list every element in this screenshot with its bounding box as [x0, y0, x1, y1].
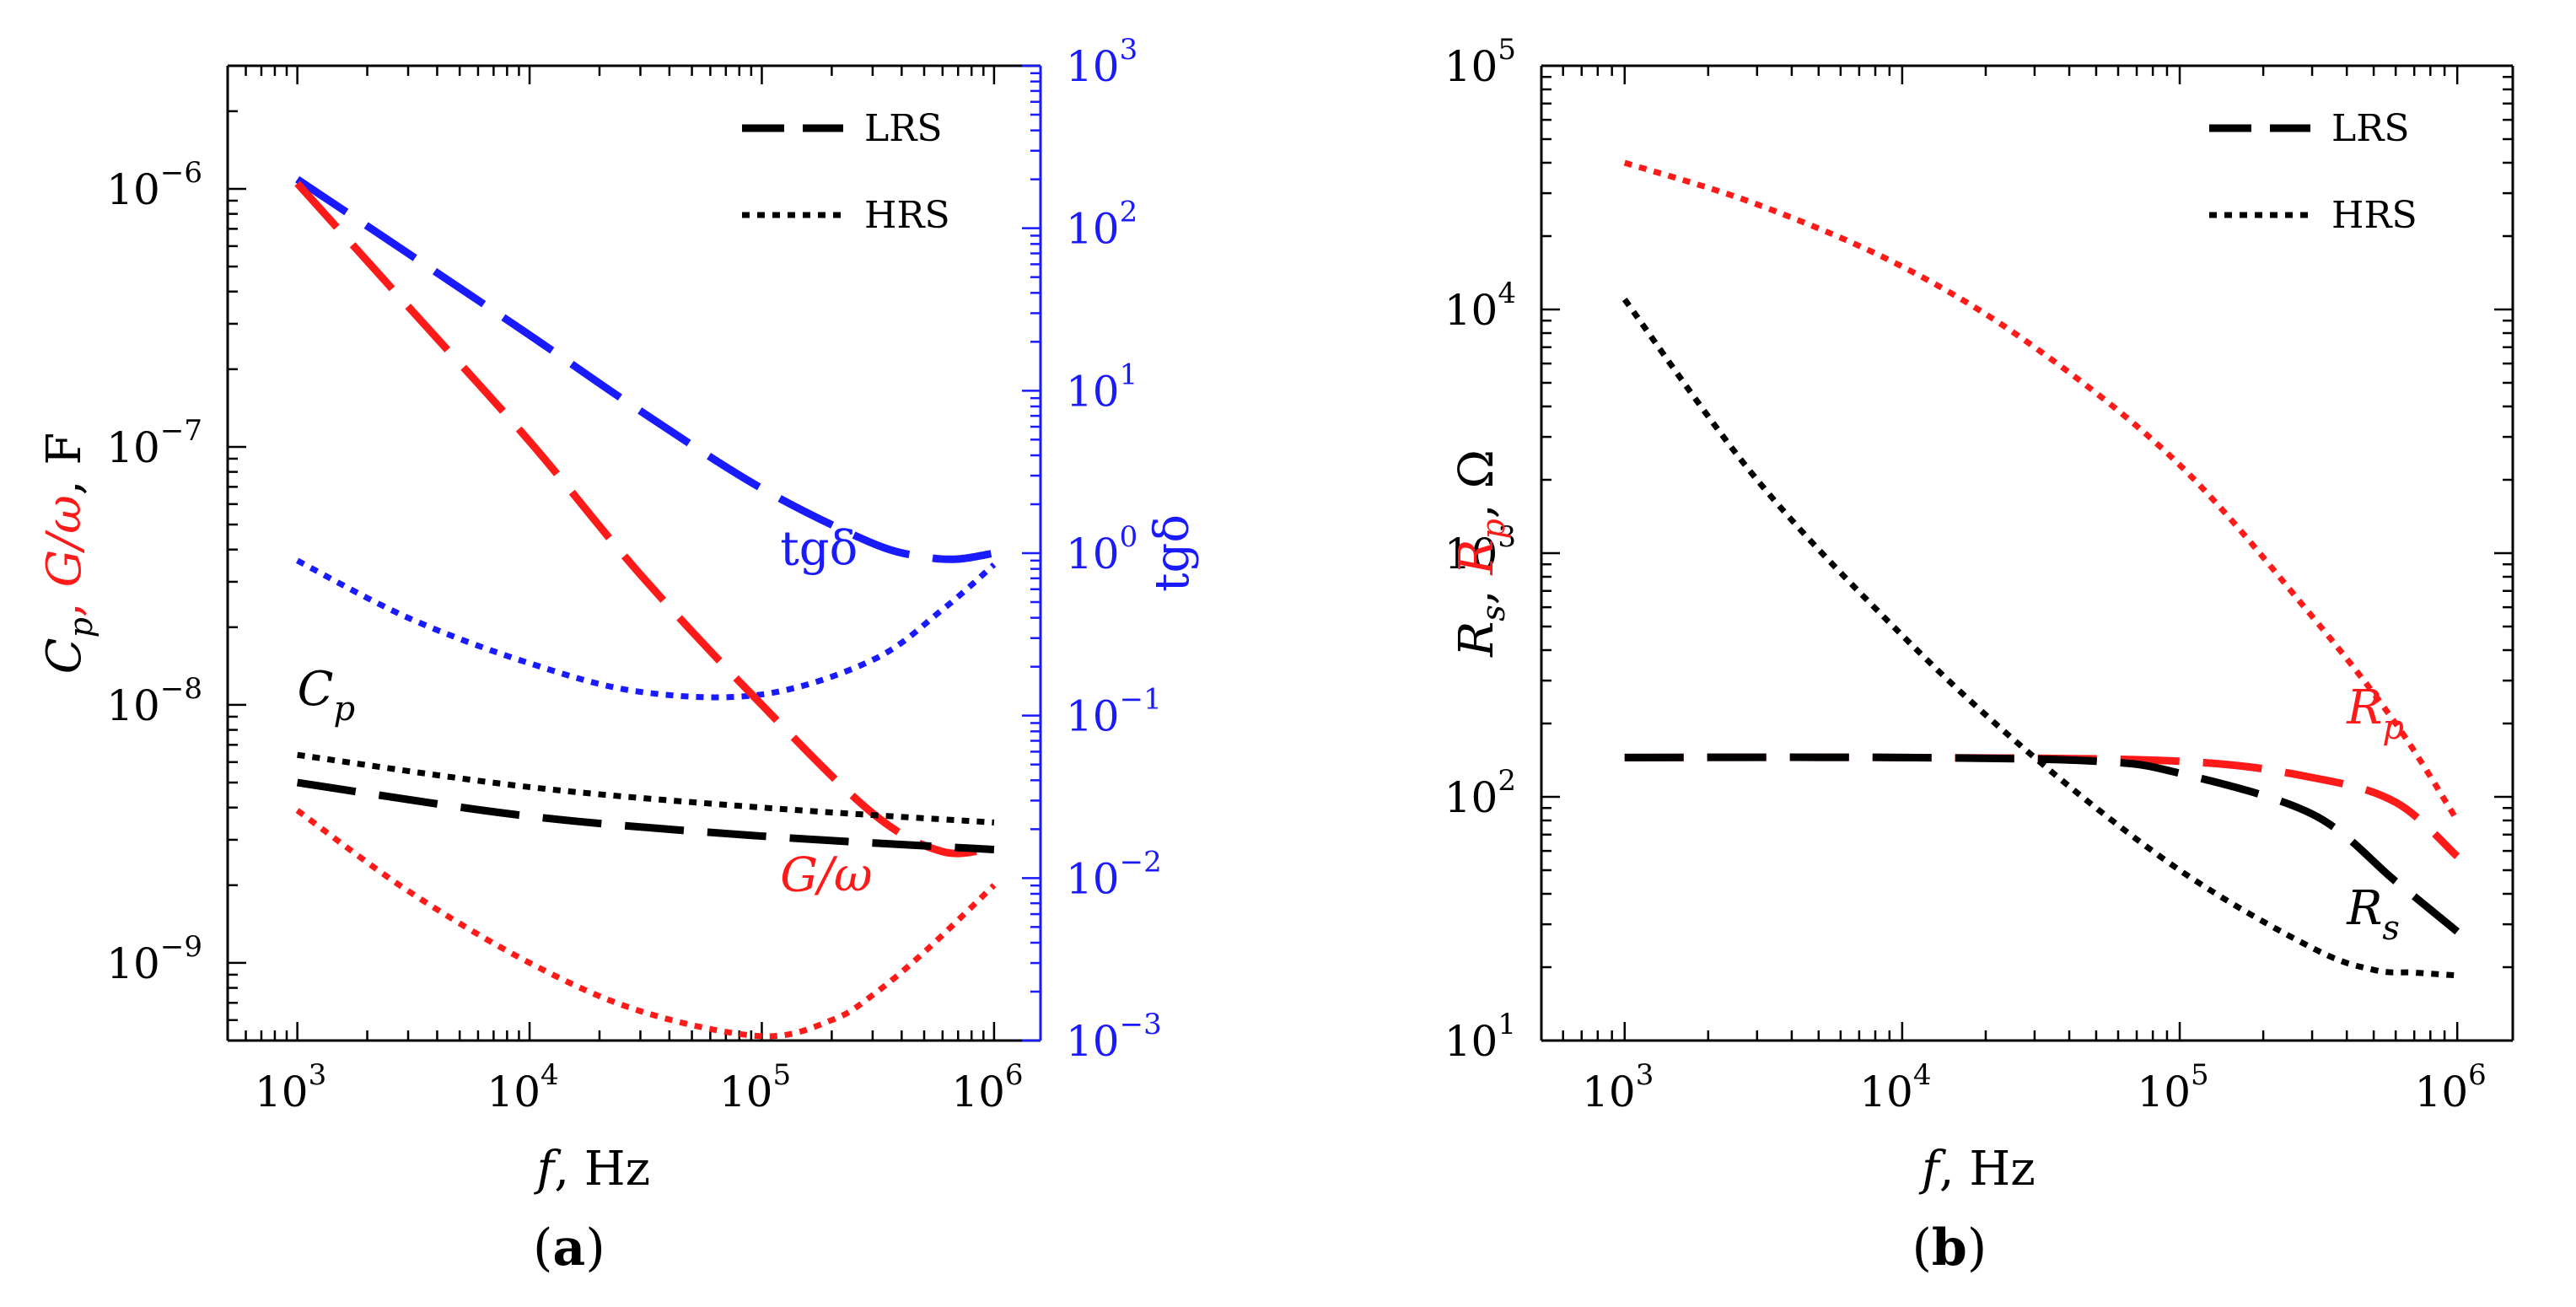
legend-label-hrs: HRS [864, 194, 950, 237]
y-right-tick-label: 103 [1066, 33, 1137, 91]
x-tick-label: 106 [951, 1058, 1023, 1116]
panel-label: (a) [533, 1218, 605, 1277]
y-tick-label: 102 [1444, 764, 1516, 822]
annotation: G/ω [780, 848, 872, 903]
series-rs-hrs [1621, 297, 2458, 979]
series-g-lrs [294, 180, 995, 858]
series-rs-lrs [1624, 753, 2460, 935]
y-right-tick-label: 102 [1066, 196, 1137, 254]
panel-a: 103 104 105 106 10−9 10−8 10−7 10−6 10−3 10−2 10−1… [37, 33, 1200, 1277]
x-tick-label: 105 [2137, 1058, 2208, 1116]
y-right-tick-label: 101 [1066, 358, 1137, 416]
y-right-tick-label: 10−1 [1066, 683, 1162, 741]
y-right-tick-label: 10−3 [1066, 1008, 1162, 1066]
y-tick-label: 104 [1444, 277, 1516, 335]
y-tick-label: 10−8 [106, 672, 202, 730]
y-tick-label: 101 [1444, 1008, 1516, 1066]
annotation: Rs [2346, 881, 2400, 948]
panel-label: (b) [1912, 1218, 1987, 1277]
y-tick-label: 10−9 [106, 930, 202, 988]
series-tg-hrs [296, 557, 997, 701]
y-axis-title: Rs, Rp, Ω [1449, 449, 1512, 658]
x-axis-title: f, Hz [1918, 1142, 2036, 1197]
legend-label-lrs: LRS [864, 107, 943, 150]
annotation: Cp [298, 662, 355, 729]
series-cp-lrs [296, 778, 995, 853]
x-tick-label: 103 [255, 1058, 326, 1116]
series-rp-lrs [1624, 753, 2460, 859]
x-tick-label: 103 [1582, 1058, 1654, 1116]
legend-label-lrs: LRS [2331, 107, 2410, 150]
y-right-tick-label: 10−2 [1066, 845, 1162, 903]
x-tick-label: 106 [2415, 1058, 2487, 1116]
x-tick-label: 104 [1859, 1058, 1931, 1116]
legend-label-hrs: HRS [2331, 194, 2417, 237]
annotation: Rp [2346, 680, 2404, 747]
y-tick-label: 105 [1444, 33, 1516, 91]
annotation: tgδ [780, 522, 858, 577]
y-tick-label: 10−7 [106, 414, 202, 472]
x-tick-label: 104 [487, 1058, 558, 1116]
y-tick-label: 10−6 [106, 156, 202, 214]
x-axis-title: f, Hz [533, 1142, 650, 1197]
y-axis-title: Cp, G/ω, F [37, 433, 99, 675]
x-tick-label: 105 [719, 1058, 791, 1116]
y-right-tick-label: 100 [1066, 520, 1137, 578]
y-right-axis-title: tgδ [1145, 514, 1200, 592]
y-tick-label: 103 [1444, 520, 1516, 578]
series-g-hrs [295, 808, 997, 1040]
series-cp-hrs [297, 751, 995, 826]
series-rp-hrs [1623, 159, 2460, 822]
panel-b: 103 104 105 106 101 102 103 104 105 f, Hz Rs, Rp, … [1444, 33, 2514, 1277]
